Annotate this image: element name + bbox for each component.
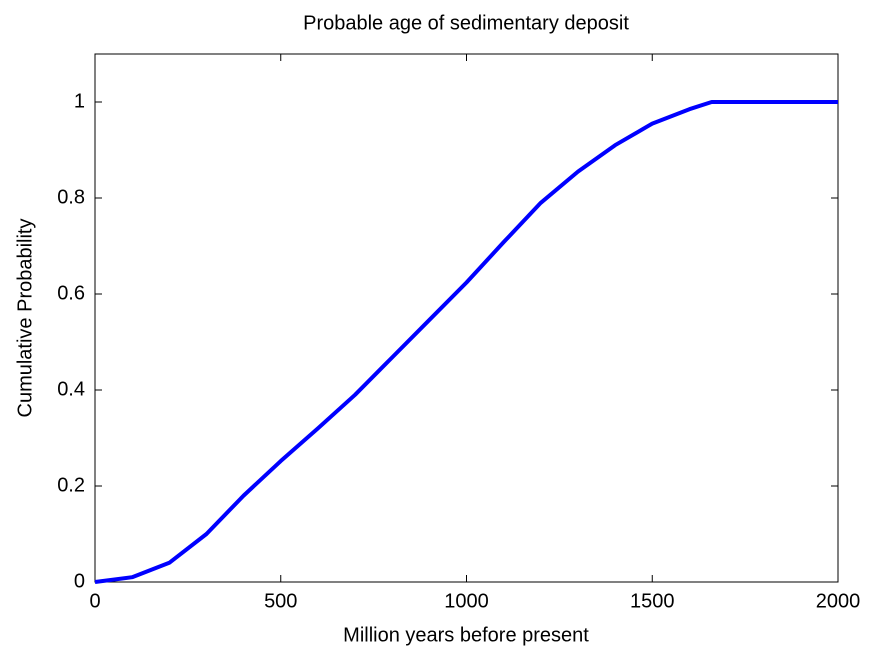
line-series [94, 100, 838, 584]
y-tick-label: 0.4 [57, 378, 85, 400]
y-tick-label: 1 [74, 90, 85, 112]
x-tick-label: 500 [264, 590, 297, 612]
chart-title: Probable age of sedimentary deposit [303, 12, 629, 34]
x-tick-label: 2000 [816, 590, 861, 612]
y-axis-label: Cumulative Probability [14, 219, 36, 418]
x-tick-label: 1000 [444, 590, 489, 612]
y-tick-label: 0.2 [57, 474, 85, 496]
y-tick-label: 0.6 [57, 282, 85, 304]
x-axis-label: Million years before present [343, 624, 589, 646]
x-tick-label: 0 [89, 590, 100, 612]
y-tick-label: 0 [74, 570, 85, 592]
y-tick-label: 0.8 [57, 186, 85, 208]
x-tick-label: 1500 [630, 590, 675, 612]
